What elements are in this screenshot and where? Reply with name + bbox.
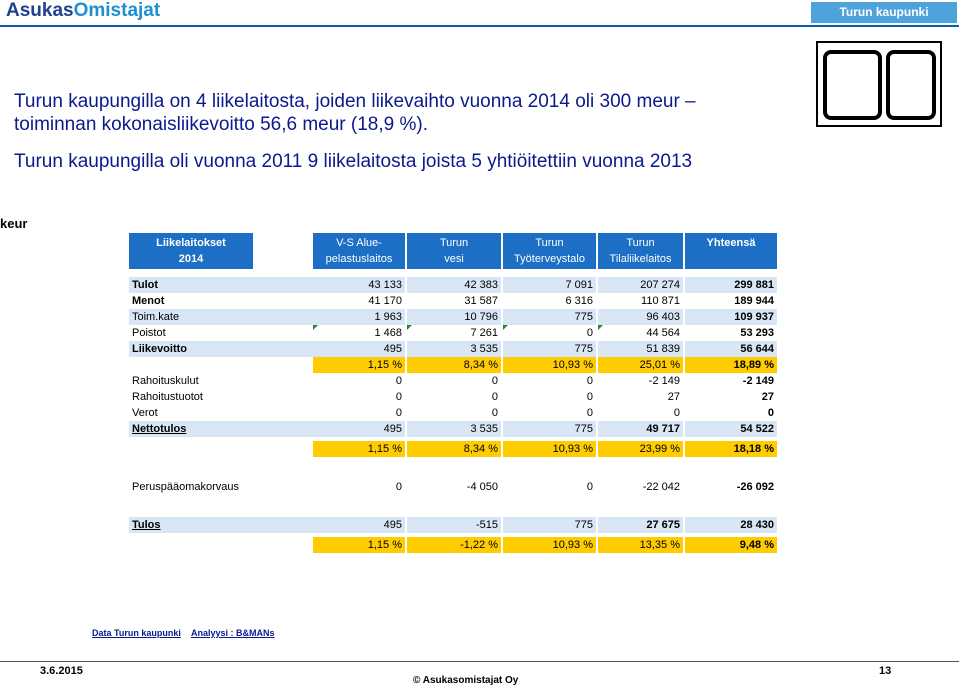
header-col-3: Turun Työterveystalo [503,233,596,269]
table-row-nettotulos-pct: 1,15 % 8,34 % 10,93 % 23,99 % 18,18 % [129,441,777,457]
table-row-liikevoitto: Liikevoitto 495 3 535 775 51 839 56 644 [129,341,777,357]
table-row-toimkate: Toim.kate 1 963 10 796 775 96 403 109 93… [129,309,777,325]
table-row-nettotulos: Nettotulos 495 3 535 775 49 717 54 522 [129,421,777,437]
header-col-2: Turun vesi [407,233,501,269]
heading-line-1: Turun kaupungilla on 4 liikelaitosta, jo… [14,91,696,112]
header-rule [0,25,959,27]
table-row-liikevoitto-pct: 1,15 % 8,34 % 10,93 % 25,01 % 18,89 % [129,357,777,373]
financial-table: Liikelaitokset 2014 V-S Alue-pelastuslait… [129,233,777,553]
footer-date: 3.6.2015 [40,665,83,677]
footer-page-number: 13 [879,665,892,677]
header-liikelaitokset: Liikelaitokset 2014 [129,233,253,269]
brand-logo: AsukasOmistajat [6,0,161,21]
heading-line-3: Turun kaupungilla oli vuonna 2011 9 liik… [14,151,693,172]
header-col-4: Turun Tilaliikelaitos [598,233,683,269]
footer-copyright: © Asukasomistajat Oy [413,675,519,686]
table-row-rahoitustuotot: Rahoitustuotot 0 0 0 27 27 [132,391,774,403]
city-logo-icon [816,41,942,127]
credit-analysis: Analyysi : B&MANs [191,628,275,638]
table-header-row: Liikelaitokset 2014 V-S Alue-pelastuslait… [129,233,777,269]
table-row-peruspaaomakorvaus: Peruspääomakorvaus 0 -4 050 0 -22 042 -2… [132,481,774,493]
table-row-tulot: Tulot 43 133 42 383 7 091 207 274 299 88… [129,277,777,293]
credit-data: Data Turun kaupunki [92,628,181,638]
header-col-1: V-S Alue-pelastuslaitos [313,233,405,269]
table-row-verot: Verot 0 0 0 0 0 [132,407,774,419]
header-col-total: Yhteensä [685,233,777,269]
city-label: Turun kaupunki [811,2,957,23]
table-row-poistot: Poistot 1 468 7 261 0 44 564 53 293 [132,325,774,339]
table-row-tulos-pct: 1,15 % -1,22 % 10,93 % 13,35 % 9,48 % [129,537,777,553]
heading-line-2: toiminnan kokonaisliikevoitto 56,6 meur … [14,114,428,135]
table-row-menot: Menot 41 170 31 587 6 316 110 871 189 94… [132,295,774,307]
table-row-tulos: Tulos 495 -515 775 27 675 28 430 [129,517,777,533]
table-row-rahoituskulut: Rahoituskulut 0 0 0 -2 149 -2 149 [132,375,774,387]
footer-rule [0,661,959,662]
unit-label: keur [0,216,28,231]
